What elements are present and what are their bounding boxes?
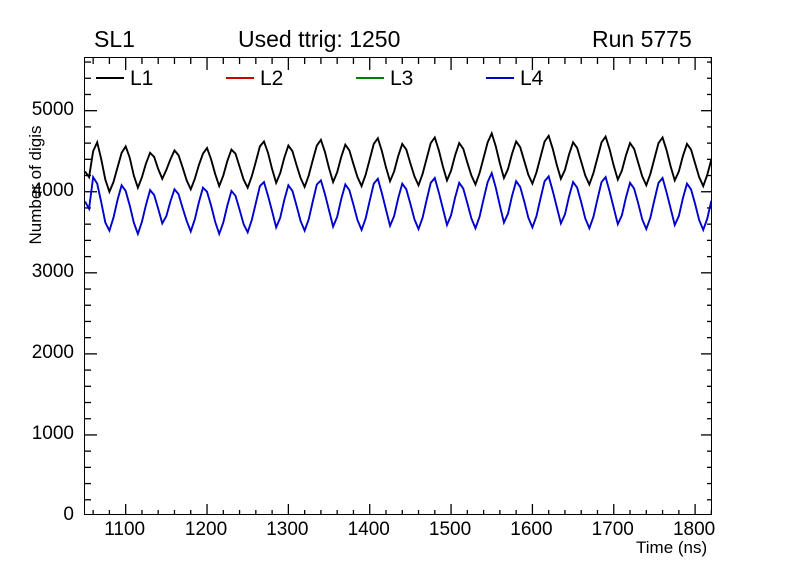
ttrig-title: Used ttrig: 1250 — [238, 26, 401, 52]
legend-label: L4 — [520, 66, 544, 90]
legend-entry-l1[interactable]: L1 — [96, 68, 226, 89]
x-tick-label: 1600 — [510, 519, 553, 540]
series-line-l1 — [85, 130, 711, 195]
x-axis-title: Time (ns) — [636, 538, 708, 557]
legend-swatch-l2-icon — [226, 77, 254, 79]
legend-label: L1 — [130, 66, 154, 90]
legend: L1 L2 L3 L4 — [96, 63, 616, 93]
legend-label: L3 — [390, 66, 414, 90]
run-title: Run 5775 — [592, 26, 692, 52]
plot-canvas — [85, 58, 711, 514]
legend-label: L2 — [260, 66, 284, 90]
legend-entry-l2[interactable]: L2 — [226, 68, 356, 89]
y-tick-label: 0 — [63, 504, 74, 525]
x-tick-label: 1300 — [266, 519, 309, 540]
legend-swatch-l1-icon — [96, 77, 124, 79]
y-tick-label: 5000 — [31, 98, 74, 120]
x-tick-label: 1400 — [347, 519, 390, 540]
y-tick-label: 3000 — [31, 260, 74, 282]
y-tick-label: 4000 — [31, 179, 74, 201]
superlayer-title: SL1 — [94, 26, 135, 52]
y-tick-label: 2000 — [31, 341, 74, 363]
x-tick-label: 1700 — [591, 519, 634, 540]
y-tick-label: 1000 — [31, 422, 74, 444]
series-line-l4 — [85, 170, 711, 237]
x-tick-label: 1500 — [428, 519, 472, 540]
plot-area[interactable] — [84, 57, 712, 515]
x-tick-label: 1200 — [184, 519, 228, 540]
legend-entry-l4[interactable]: L4 — [486, 68, 616, 89]
legend-swatch-l3-icon — [356, 77, 384, 79]
x-tick-label: 1100 — [104, 519, 146, 540]
x-tick-label: 1800 — [672, 519, 716, 540]
legend-swatch-l4-icon — [486, 77, 514, 79]
legend-entry-l3[interactable]: L3 — [356, 68, 486, 89]
